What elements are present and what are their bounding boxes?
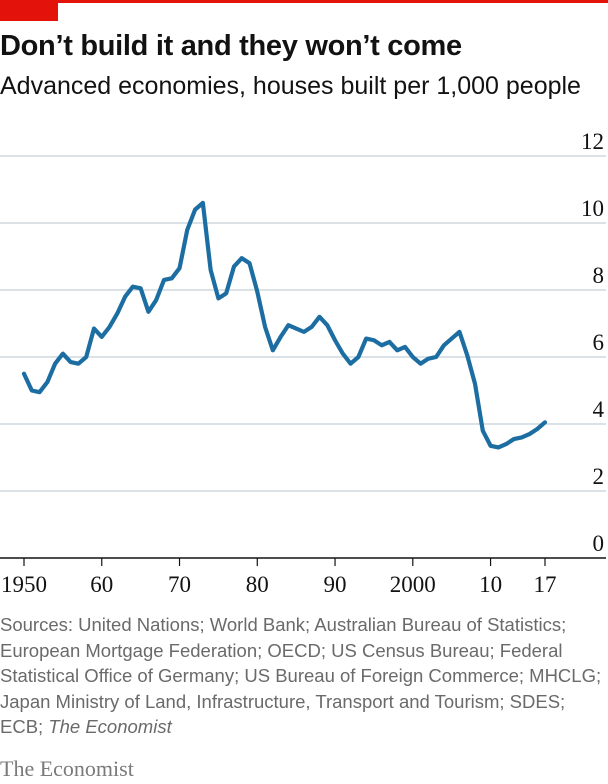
x-tick-label-1990: 90: [324, 572, 347, 597]
y-tick-label-4: 4: [593, 397, 605, 422]
x-tick-label-1980: 80: [246, 572, 269, 597]
brand-wordmark: The Economist: [0, 756, 134, 781]
x-tick-label-2010: 10: [479, 572, 502, 597]
y-tick-label-12: 12: [581, 129, 604, 154]
chart-subtitle: Advanced economies, houses built per 1,0…: [0, 72, 581, 100]
sources-publication: The Economist: [48, 716, 172, 737]
x-tick-label-2017: 17: [534, 572, 557, 597]
x-tick-label-1970: 70: [168, 572, 191, 597]
y-tick-label-8: 8: [593, 263, 605, 288]
chart-title: Don’t build it and they won’t come: [0, 30, 462, 62]
y-axis-ticks: 0 2 4 6 8 10 12: [581, 129, 605, 556]
sources-note: Sources: United Nations; World Bank; Aus…: [0, 612, 606, 740]
series-layer: [21, 200, 548, 450]
y-tick-label-10: 10: [581, 196, 604, 221]
line-chart: 0 2 4 6 8 10 12 1950 60 70 80 90 2000 10 17: [0, 129, 606, 597]
y-tick-label-2: 2: [593, 464, 605, 489]
series-line-0: [21, 200, 548, 450]
brand-tag: [0, 0, 58, 21]
y-tick-label-0: 0: [593, 531, 605, 556]
sources-text: Sources: United Nations; World Bank; Aus…: [0, 614, 602, 737]
gridlines: [0, 155, 606, 492]
x-tick-label-2000: 2000: [390, 572, 436, 597]
x-tick-label-1960: 60: [90, 572, 113, 597]
top-rule: [0, 0, 608, 3]
y-tick-label-6: 6: [593, 330, 605, 355]
x-tick-label-1950: 1950: [1, 572, 47, 597]
x-axis: 1950 60 70 80 90 2000 10 17: [0, 557, 606, 597]
